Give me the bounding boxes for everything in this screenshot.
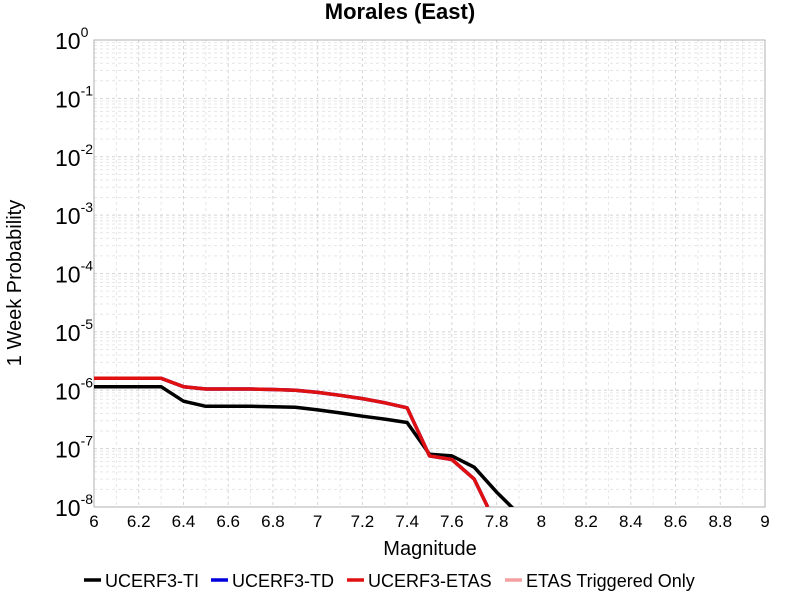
y-tick-label: 10-7 xyxy=(55,433,93,463)
series-line-ucerf3-ti xyxy=(94,384,515,507)
x-tick-label: 6.6 xyxy=(216,512,240,531)
y-tick-label: 10-1 xyxy=(55,82,93,112)
legend: UCERF3-TI UCERF3-TD UCERF3-ETAS ETAS Trigge… xyxy=(84,571,695,591)
y-tick-label: 10-3 xyxy=(55,199,93,229)
grid xyxy=(93,40,766,508)
legend-label-etas-triggered-only: ETAS Triggered Only xyxy=(526,571,695,591)
x-tick-label: 8 xyxy=(537,512,546,531)
series-line-ucerf3-td xyxy=(94,376,490,507)
y-tick-labels: 100 10-1 10-2 10-3 10-4 10-5 10-6 10-7 10-8 xyxy=(55,24,93,521)
x-tick-labels: 6 6.2 6.4 6.6 6.8 7 7.2 7.4 7.6 7.8 8 8.2 8.4 8.6 8.8 9 xyxy=(89,512,769,531)
x-tick-label: 8.2 xyxy=(574,512,598,531)
legend-label-ucerf3-ti: UCERF3-TI xyxy=(105,571,199,591)
x-tick-label: 6.2 xyxy=(127,512,151,531)
x-tick-label: 8.8 xyxy=(708,512,732,531)
y-tick-label: 100 xyxy=(55,24,89,54)
legend-label-ucerf3-etas: UCERF3-ETAS xyxy=(368,571,492,591)
series-layer xyxy=(94,376,515,507)
x-tick-label: 7.4 xyxy=(395,512,419,531)
y-tick-label: 10-5 xyxy=(55,316,93,346)
y-tick-label: 10-6 xyxy=(55,374,93,404)
y-tick-label: 10-2 xyxy=(55,141,93,171)
x-tick-label: 8.4 xyxy=(619,512,643,531)
x-axis-label: Magnitude xyxy=(383,538,476,560)
y-tick-label: 10-4 xyxy=(55,258,93,288)
y-axis-label: 1 Week Probability xyxy=(4,200,26,366)
series-line-ucerf3-etas xyxy=(94,376,490,507)
x-tick-label: 7 xyxy=(313,512,322,531)
legend-label-ucerf3-td: UCERF3-TD xyxy=(232,571,334,591)
x-tick-label: 6.8 xyxy=(261,512,285,531)
chart-title: Morales (East) xyxy=(325,0,475,24)
x-tick-label: 6 xyxy=(89,512,98,531)
plot-area xyxy=(93,39,766,508)
x-tick-label: 7.8 xyxy=(485,512,509,531)
x-tick-label: 8.6 xyxy=(664,512,688,531)
x-tick-label: 7.6 xyxy=(440,512,464,531)
y-tick-label: 10-8 xyxy=(55,491,93,521)
x-tick-label: 6.4 xyxy=(172,512,196,531)
x-tick-label: 9 xyxy=(760,512,769,531)
x-tick-label: 7.2 xyxy=(351,512,375,531)
